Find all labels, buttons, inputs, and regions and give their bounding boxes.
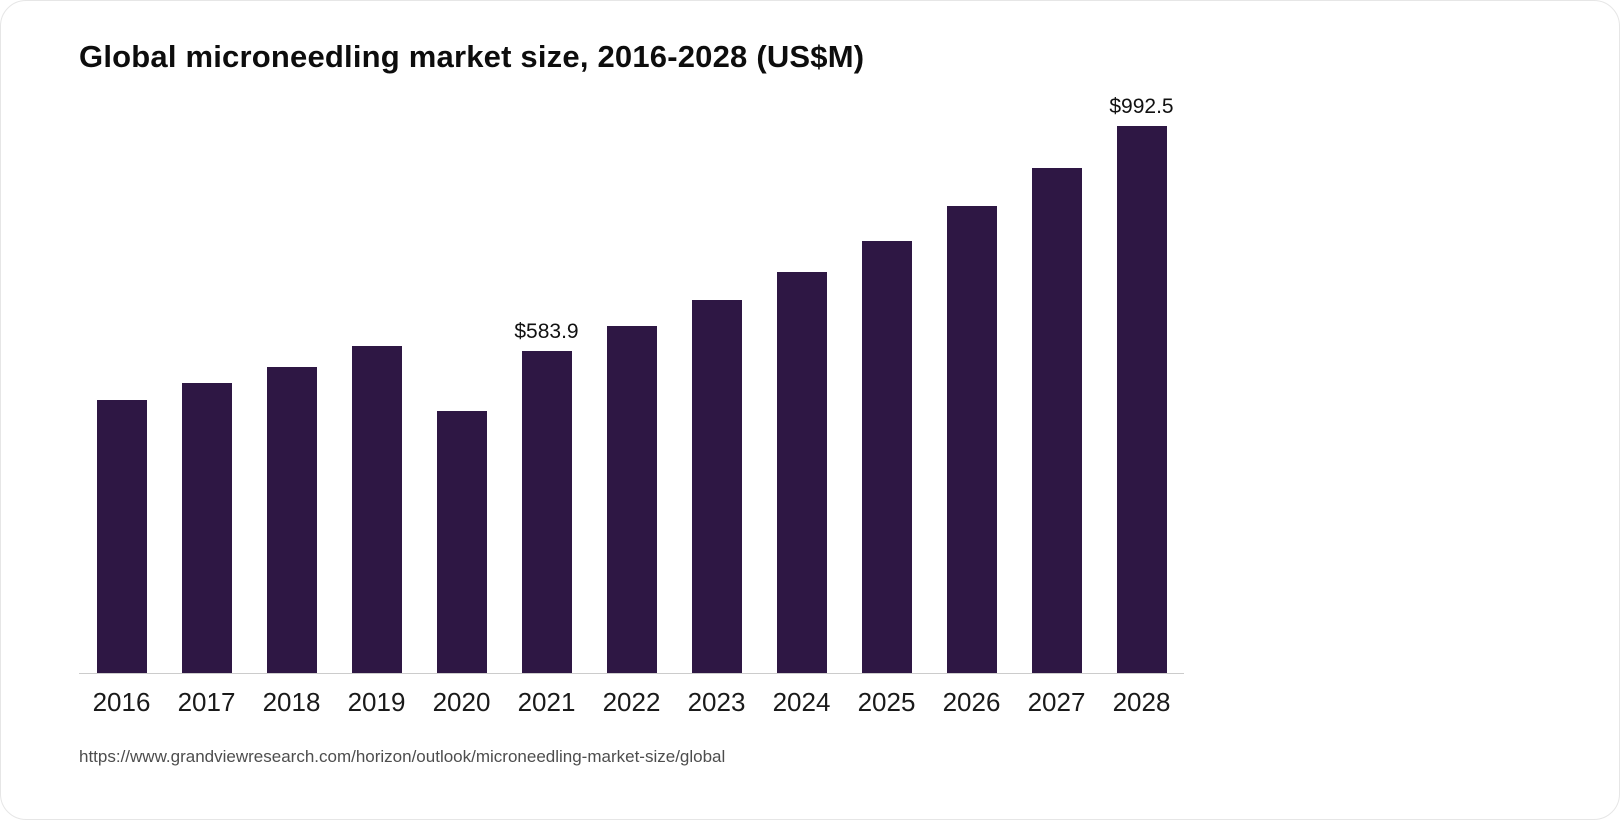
chart-title: Global microneedling market size, 2016-2… [79, 39, 865, 74]
bar-column: $583.9 [504, 91, 589, 673]
bar-2022 [606, 326, 657, 673]
bar-column [929, 91, 1014, 673]
x-tick-label: 2028 [1112, 687, 1171, 717]
bar-2026 [946, 206, 997, 673]
bar-value-label: $583.9 [514, 320, 579, 343]
bars-container: $583.9 $992.5 [79, 91, 1184, 674]
bar-column [334, 91, 419, 673]
bar-column [844, 91, 929, 673]
x-tick-label: 2016 [92, 687, 151, 717]
source-link[interactable]: https://www.grandviewresearch.com/horizo… [79, 747, 726, 766]
bar-2024 [776, 272, 827, 673]
bar-2021 [521, 351, 572, 673]
bar-column [164, 91, 249, 673]
bar-2018 [266, 367, 317, 673]
bar-2023 [691, 300, 742, 673]
bar-column [419, 91, 504, 673]
bar-value-label: $992.5 [1109, 95, 1174, 118]
x-axis-labels: 2016 2017 2018 2019 2020 2021 2022 2023 2024 2025… [79, 687, 1184, 718]
x-tick-label: 2019 [347, 687, 406, 717]
bar-column [674, 91, 759, 673]
bar-2025 [861, 241, 912, 673]
bar-2028 [1116, 126, 1167, 673]
x-tick-label: 2021 [517, 687, 576, 717]
x-tick-label: 2025 [857, 687, 916, 717]
bar-2017 [181, 383, 232, 673]
chart-plot-area: $583.9 $992.5 2016 2017 2018 2019 2020 2021 202… [79, 91, 1184, 718]
x-tick-label: 2017 [177, 687, 236, 717]
bar-column [589, 91, 674, 673]
bar-2027 [1031, 168, 1082, 673]
bar-2020 [436, 411, 487, 673]
x-tick-label: 2023 [687, 687, 746, 717]
bar-column [79, 91, 164, 673]
bar-column: $992.5 [1099, 91, 1184, 673]
x-tick-label: 2020 [432, 687, 491, 717]
bar-2016 [96, 400, 147, 673]
bar-column [759, 91, 844, 673]
bar-column [1014, 91, 1099, 673]
x-tick-label: 2027 [1027, 687, 1086, 717]
x-tick-label: 2024 [772, 687, 831, 717]
x-tick-label: 2026 [942, 687, 1001, 717]
bar-column [249, 91, 334, 673]
x-tick-label: 2022 [602, 687, 661, 717]
x-tick-label: 2018 [262, 687, 321, 717]
bar-2019 [351, 346, 402, 673]
